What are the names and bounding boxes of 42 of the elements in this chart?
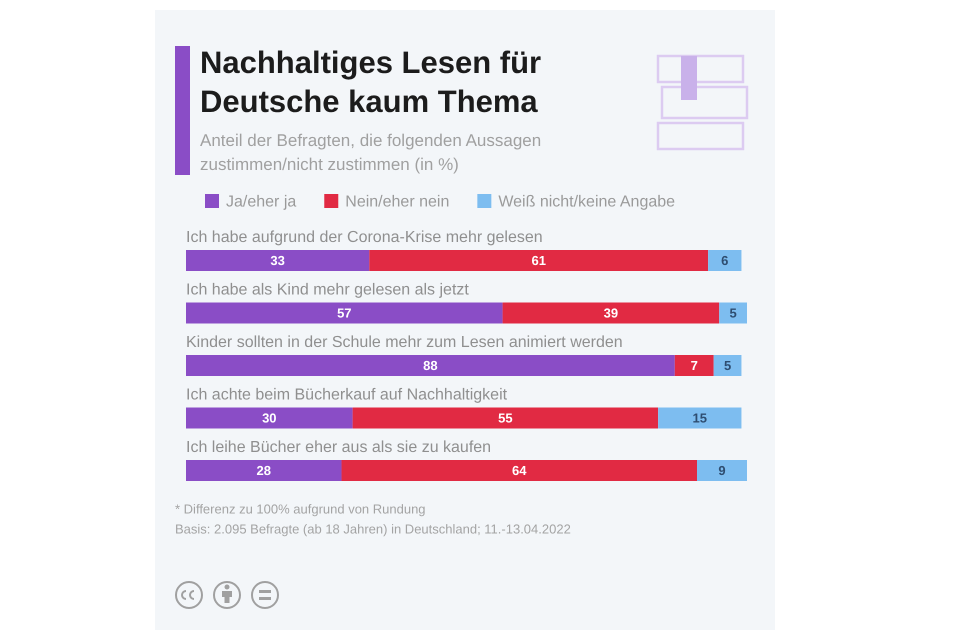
- bar: [369, 250, 708, 271]
- bar: [658, 408, 742, 428]
- legend-label: Ja/eher ja: [226, 194, 296, 210]
- bar: [186, 302, 503, 324]
- bar: [342, 460, 698, 481]
- data-label: 64: [512, 463, 528, 478]
- data-label: 28: [256, 463, 271, 478]
- legend-label: Nein/eher nein: [345, 194, 450, 210]
- y-tick-label: Kinder sollten in der Schule mehr zum Lesen animiert werden: [186, 334, 623, 351]
- bar: [714, 355, 742, 376]
- data-label: 39: [604, 306, 618, 320]
- bar: [708, 250, 742, 271]
- text: Basis: 2.095 Befragte (ab 18 Jahren) in Deutschland; 11.-13.04.2022: [175, 522, 571, 536]
- chart-subtitle: Anteil der Befragten, die folgenden Aussagen zustimmen/nicht zustimmen (in %): [200, 131, 542, 174]
- data-label: 9: [718, 463, 726, 478]
- bar: [186, 250, 370, 271]
- data-label: 57: [337, 306, 352, 320]
- y-tick-label: Ich habe als Kind mehr gelesen als jetzt: [186, 282, 470, 298]
- data-label: 88: [423, 358, 438, 373]
- data-label: 30: [262, 410, 277, 426]
- legend-label: Weiß nicht/keine Angabe: [498, 194, 676, 210]
- bar: [186, 408, 353, 428]
- bar: [697, 460, 747, 481]
- bar: [674, 355, 714, 376]
- data-label: 61: [531, 253, 546, 268]
- bar: [186, 355, 675, 376]
- bar: [502, 302, 720, 324]
- text: * Differenz zu 100% aufgrund von Rundung: [175, 502, 426, 516]
- data-label: 6: [721, 253, 728, 268]
- chart-title: Nachhaltiges Lesen für Deutsche kaum Thema: [200, 45, 542, 119]
- data-label: 7: [690, 358, 698, 373]
- bar: [186, 460, 342, 481]
- y-tick-label: Ich leihe Bücher eher aus als sie zu kaufen: [186, 439, 492, 456]
- bar: [352, 408, 658, 428]
- bar: [719, 302, 747, 324]
- data-label: 5: [729, 306, 737, 320]
- data-label: 33: [270, 253, 285, 268]
- data-label: 15: [692, 410, 708, 426]
- data-label: 5: [724, 358, 732, 373]
- y-tick-label: Ich habe aufgrund der Corona-Krise mehr gelesen: [186, 229, 543, 246]
- y-tick-label: Ich achte beim Bücherkauf auf Nachhaltigkeit: [186, 386, 508, 404]
- data-label: 55: [498, 410, 513, 426]
